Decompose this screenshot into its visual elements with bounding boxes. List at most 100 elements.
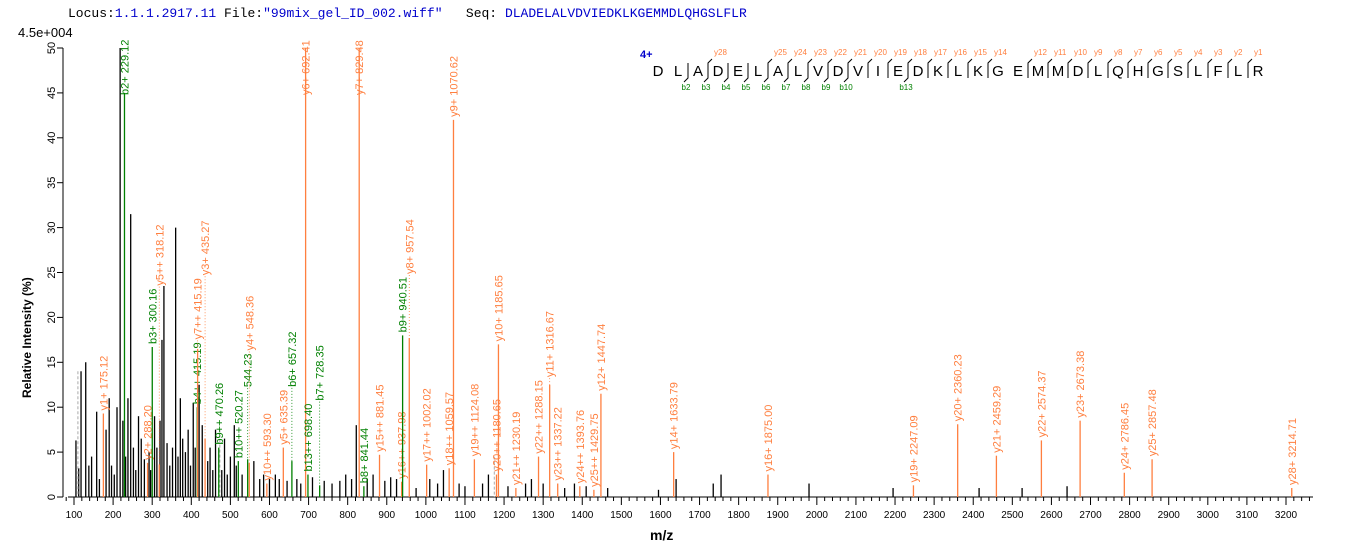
y-fragment-mark bbox=[847, 58, 853, 78]
peak-label: y16+ 1875.00 bbox=[763, 405, 775, 472]
y-fragment-mark bbox=[1127, 58, 1133, 78]
max-intensity-label: 4.5e+004 bbox=[18, 25, 73, 40]
y-fragment-label: y19 bbox=[894, 48, 907, 57]
b-fragment-mark bbox=[683, 63, 689, 83]
sequence-residue: M bbox=[1052, 63, 1065, 80]
peak-label: y20++ 1180.65 bbox=[491, 399, 503, 472]
x-tick-label: 1000 bbox=[415, 510, 438, 521]
y-fragment-mark bbox=[927, 58, 933, 78]
y-fragment-label: y7 bbox=[1134, 48, 1143, 57]
peak-label: b13++ 698.40 bbox=[303, 404, 315, 472]
y-fragment-mark bbox=[1027, 58, 1033, 78]
x-tick-label: 700 bbox=[300, 510, 317, 521]
peak-label: b7+ 728.35 bbox=[315, 345, 327, 400]
y-fragment-label: y25 bbox=[774, 48, 787, 57]
y-fragment-label: y10 bbox=[1074, 48, 1087, 57]
x-tick-label: 3000 bbox=[1197, 510, 1220, 521]
peak-label: b8+ 841.44 bbox=[359, 428, 371, 483]
y-fragment-mark bbox=[1067, 58, 1073, 78]
sequence-residue: D bbox=[833, 63, 844, 80]
y-tick-label: 0 bbox=[46, 494, 58, 500]
x-tick-label: 1700 bbox=[688, 510, 711, 521]
y-fragment-mark bbox=[767, 58, 773, 78]
y-fragment-label: y3 bbox=[1214, 48, 1223, 57]
b-fragment-label: b10 bbox=[839, 83, 853, 92]
b-fragment-label: b3 bbox=[702, 83, 711, 92]
peak-label: y5+ 635.39 bbox=[278, 390, 290, 445]
b-fragment-label: b13 bbox=[899, 83, 913, 92]
peak-label: b9++ 470.26 bbox=[214, 383, 226, 445]
y-fragment-label: y24 bbox=[794, 48, 807, 57]
peak-label: y22++ 1288.15 bbox=[534, 380, 546, 453]
sequence-residue: V bbox=[853, 63, 863, 80]
b-fragment-mark bbox=[803, 63, 809, 83]
x-tick-label: 1100 bbox=[454, 510, 476, 521]
b-fragment-label: b7 bbox=[782, 83, 791, 92]
peak-label: y23++ 1337.22 bbox=[553, 407, 565, 480]
y-fragment-mark bbox=[1247, 58, 1253, 78]
x-tick-label: 3200 bbox=[1275, 510, 1298, 521]
sequence-residue: L bbox=[1094, 63, 1102, 80]
spectrum-header: Locus:1.1.1.2917.11 File:"99mix_gel_ID_0… bbox=[68, 6, 747, 21]
y-fragment-mark bbox=[1227, 58, 1233, 78]
y-tick-label: 25 bbox=[46, 266, 58, 278]
x-tick-label: 2300 bbox=[923, 510, 946, 521]
x-tick-label: 2900 bbox=[1158, 510, 1181, 521]
y-fragment-label: y8 bbox=[1114, 48, 1123, 57]
y-fragment-mark bbox=[827, 58, 833, 78]
x-tick-label: 400 bbox=[183, 510, 200, 521]
sequence-residue: A bbox=[693, 63, 703, 80]
y-fragment-label: y1 bbox=[1254, 48, 1263, 57]
peak-label: y7+ 829.48 bbox=[354, 40, 366, 95]
sequence-residue: L bbox=[1194, 63, 1202, 80]
seq-label: Seq: bbox=[465, 6, 498, 21]
peak-label: y20+ 2360.23 bbox=[953, 354, 965, 421]
x-tick-label: 100 bbox=[66, 510, 83, 521]
sequence-residue: F bbox=[1213, 63, 1222, 80]
y-fragment-label: y2 bbox=[1234, 48, 1243, 57]
y-fragment-mark bbox=[787, 58, 793, 78]
x-tick-label: 1400 bbox=[571, 510, 594, 521]
y-fragment-label: y12 bbox=[1034, 48, 1047, 57]
x-tick-label: 900 bbox=[378, 510, 395, 521]
b-fragment-mark bbox=[783, 63, 789, 83]
y-fragment-mark bbox=[1147, 58, 1153, 78]
sequence-residue: H bbox=[1133, 63, 1144, 80]
b-fragment-label: b2 bbox=[682, 83, 691, 92]
y-fragment-label: y9 bbox=[1094, 48, 1103, 57]
peak-label: y24++ 1393.76 bbox=[575, 410, 587, 483]
sequence-residue: M bbox=[1032, 63, 1045, 80]
y-fragment-label: y17 bbox=[934, 48, 947, 57]
peak-label: y19+ 2247.09 bbox=[908, 415, 920, 482]
y-fragment-mark bbox=[987, 58, 993, 78]
x-tick-label: 2700 bbox=[1079, 510, 1102, 521]
sequence-residue: L bbox=[674, 63, 682, 80]
sequence-residue: L bbox=[1234, 63, 1242, 80]
peak-label: y9+ 1070.62 bbox=[448, 56, 460, 117]
sequence-residue: G bbox=[992, 63, 1004, 80]
y-tick-label: 20 bbox=[46, 311, 58, 323]
sequence-residue: I bbox=[876, 63, 880, 80]
y-fragment-mark bbox=[1167, 58, 1173, 78]
y-fragment-label: y28 bbox=[714, 48, 727, 57]
y-tick-label: 5 bbox=[46, 449, 58, 455]
x-tick-label: 2200 bbox=[884, 510, 907, 521]
x-tick-label: 800 bbox=[339, 510, 356, 521]
b-fragment-mark bbox=[843, 63, 849, 83]
peak-label: y2+ 288.20 bbox=[143, 405, 155, 460]
y-fragment-mark bbox=[707, 58, 713, 78]
y-fragment-mark bbox=[907, 58, 913, 78]
charge-state: 4+ bbox=[640, 49, 653, 61]
y-fragment-mark bbox=[947, 58, 953, 78]
sequence-residue: S bbox=[1173, 63, 1183, 80]
y-axis-label: Relative Intensity (%) bbox=[20, 277, 34, 398]
x-tick-label: 2600 bbox=[1040, 510, 1063, 521]
locus-label: Locus: bbox=[68, 6, 115, 21]
y-fragment-label: y15 bbox=[974, 48, 987, 57]
peak-label: y21+ 2459.29 bbox=[991, 386, 1003, 453]
sequence-residue: D bbox=[653, 63, 664, 80]
y-fragment-mark bbox=[1207, 58, 1213, 78]
x-tick-label: 3100 bbox=[1236, 510, 1259, 521]
